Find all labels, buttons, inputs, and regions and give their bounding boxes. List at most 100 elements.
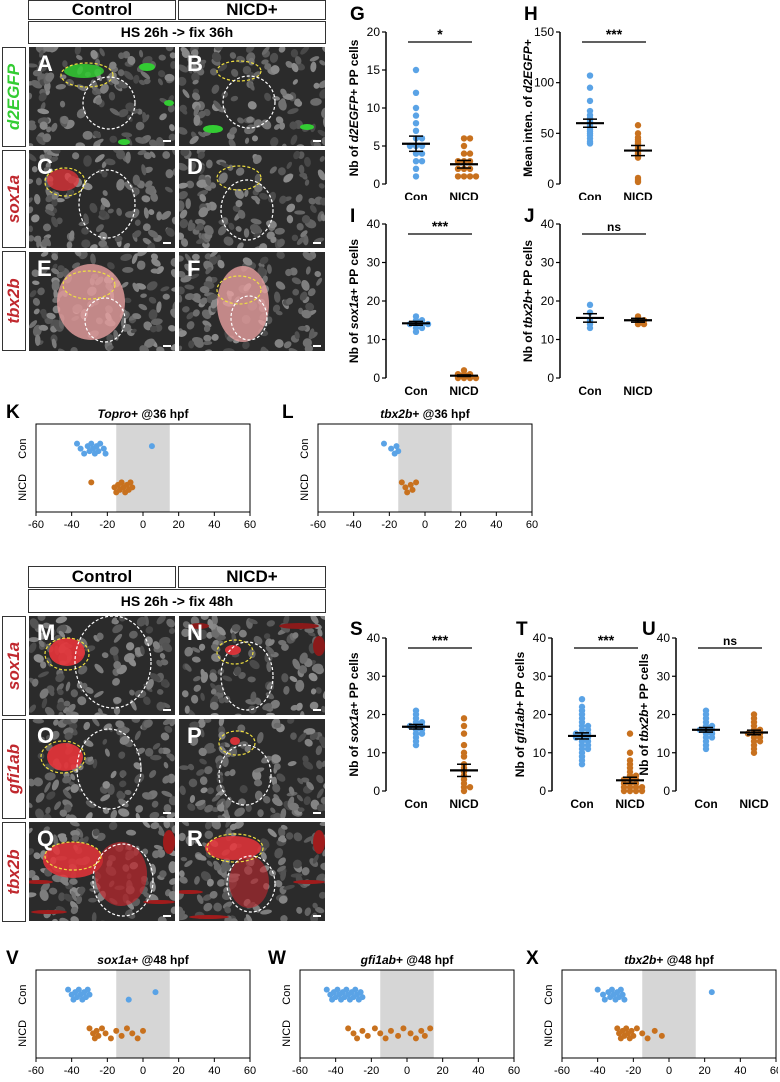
nucleus — [209, 182, 217, 189]
nucleus — [143, 78, 151, 85]
nucleus — [292, 632, 299, 639]
nucleus — [151, 258, 161, 267]
chart-title-part: + @48 hpf — [396, 953, 454, 967]
x-tick-label: 40 — [472, 1065, 484, 1077]
nucleus — [270, 754, 281, 764]
nucleus — [31, 678, 39, 687]
nucleus — [302, 338, 312, 348]
nucleus — [179, 286, 185, 295]
marker-label-tbx2b-top: tbx2b — [2, 251, 26, 351]
nucleus — [29, 320, 38, 329]
midline-zone — [398, 424, 452, 512]
y-tick-label: 0 — [373, 177, 380, 191]
nucleus — [205, 822, 212, 830]
nucleus — [202, 340, 213, 346]
nucleus — [83, 155, 92, 167]
nucleus — [150, 318, 163, 326]
nucleus — [217, 879, 226, 887]
x-tick-label: 40 — [734, 1065, 746, 1077]
nucleus — [133, 762, 142, 770]
x-tick-label: -20 — [99, 519, 115, 531]
pp-outline — [206, 833, 264, 863]
nucleus — [193, 676, 201, 682]
nucleus — [169, 878, 175, 885]
nucleus — [204, 747, 216, 754]
nucleus — [164, 725, 173, 733]
scale-bar — [313, 140, 321, 142]
data-point-nicd — [466, 173, 474, 180]
nucleus — [244, 745, 252, 753]
nucleus — [318, 891, 325, 899]
data-point-con — [81, 450, 88, 457]
nucleus — [127, 56, 136, 65]
significance-label: *** — [432, 218, 449, 234]
panel-letter: U — [642, 619, 656, 640]
nucleus — [152, 850, 160, 859]
nucleus — [179, 906, 184, 913]
nucleus — [292, 79, 298, 85]
nucleus — [189, 795, 196, 804]
data-point-nicd — [638, 787, 646, 795]
row-label: NICD — [17, 1020, 29, 1047]
nucleus — [307, 288, 316, 297]
nucleus — [116, 80, 128, 89]
nucleus — [135, 805, 144, 813]
nucleus — [43, 826, 50, 833]
nucleus — [44, 209, 55, 216]
y-axis-label-part: Nb of — [347, 743, 361, 777]
nucleus — [198, 207, 209, 218]
nucleus — [301, 279, 310, 291]
nucleus — [199, 59, 207, 65]
nucleus — [116, 150, 126, 160]
nucleus — [188, 778, 198, 788]
nucleus — [191, 656, 201, 663]
nucleus — [99, 209, 107, 218]
y-axis-label-part: + PP cells — [637, 653, 651, 709]
y-tick-label: 20 — [367, 708, 381, 722]
chart-title-part: tbx2b — [380, 407, 412, 421]
nucleus — [203, 325, 211, 333]
y-tick-label: 30 — [533, 669, 547, 683]
significance-label: *** — [432, 632, 449, 648]
data-point-nicd — [750, 749, 758, 756]
micrograph-image — [179, 719, 325, 818]
significance-label: ns — [607, 220, 621, 234]
nucleus — [101, 170, 108, 178]
x-category-label: Con — [404, 384, 427, 398]
nucleus — [157, 78, 164, 86]
nucleus — [272, 783, 281, 793]
nucleus — [197, 151, 205, 159]
nucleus — [204, 719, 212, 723]
nucleus — [82, 130, 93, 140]
nucleus — [159, 870, 167, 878]
panel-letter: O — [37, 723, 55, 748]
nucleus — [293, 832, 303, 842]
nucleus — [191, 72, 200, 83]
nucleus — [97, 708, 103, 715]
nucleus — [285, 60, 293, 68]
nucleus — [191, 92, 201, 101]
stain-signal — [47, 169, 79, 191]
nucleus — [303, 796, 311, 806]
nucleus — [170, 257, 175, 267]
data-point-con — [395, 448, 402, 455]
panel-d: D — [178, 149, 326, 249]
data-point-nicd — [466, 165, 474, 172]
nucleus — [228, 138, 236, 146]
nucleus — [62, 60, 68, 68]
nucleus — [274, 124, 281, 130]
nucleus — [236, 55, 246, 64]
nucleus — [57, 348, 67, 351]
data-point-con — [323, 986, 330, 993]
nucleus — [319, 197, 325, 206]
data-point-con — [412, 173, 420, 180]
x-tick-label: -40 — [590, 1065, 606, 1077]
chart-title-part: Topro — [98, 407, 132, 421]
nucleus — [187, 161, 197, 172]
nucleus — [119, 780, 127, 788]
panel-letter: W — [268, 948, 286, 969]
nucleus — [132, 282, 140, 293]
nucleus — [148, 309, 158, 320]
nucleus — [179, 765, 190, 771]
nucleus — [96, 632, 104, 641]
